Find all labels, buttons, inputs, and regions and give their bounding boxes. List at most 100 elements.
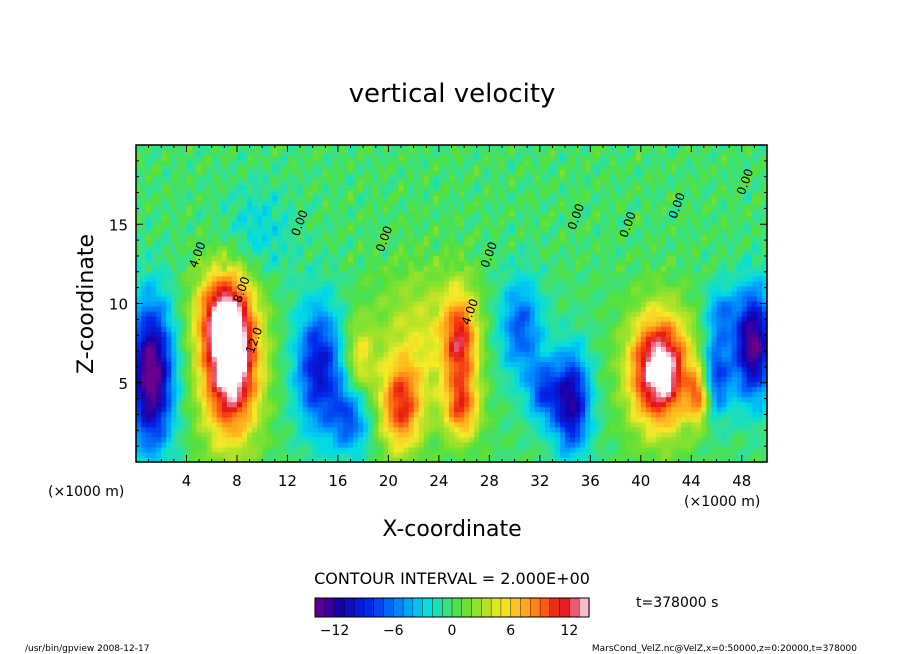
heatmap-cell (302, 175, 309, 181)
heatmap-cell (484, 406, 490, 413)
heatmap-cell (509, 215, 516, 222)
heatmap-cell (151, 245, 157, 252)
heatmap-cell (378, 180, 384, 186)
heatmap-cell (171, 381, 177, 388)
heatmap-cell (448, 155, 455, 161)
heatmap-cell (327, 321, 334, 327)
heatmap-cell (151, 205, 157, 212)
heatmap-cell (242, 431, 248, 438)
heatmap-cell (494, 381, 501, 388)
heatmap-cell (494, 200, 501, 206)
heatmap-cell (156, 426, 162, 433)
heatmap-cell (307, 200, 314, 206)
heatmap-cell (327, 316, 334, 322)
heatmap-cell (509, 290, 516, 297)
heatmap-cell (408, 265, 415, 272)
heatmap-cell (494, 451, 501, 458)
heatmap-cell (529, 225, 536, 232)
heatmap-cell (378, 396, 384, 403)
heatmap-cell (226, 436, 233, 443)
heatmap-cell (469, 225, 475, 232)
heatmap-cell (267, 331, 273, 337)
heatmap-cell (438, 215, 445, 222)
heatmap-cell (327, 185, 334, 191)
heatmap-cell (383, 195, 389, 201)
heatmap-cell (236, 401, 243, 408)
heatmap-cell (267, 311, 273, 317)
heatmap-cell (206, 250, 213, 257)
heatmap-cell (141, 230, 147, 237)
heatmap-cell (504, 381, 511, 388)
heatmap-cell (166, 295, 172, 302)
heatmap-cell (524, 290, 531, 297)
heatmap-cell (494, 371, 501, 378)
heatmap-cell (353, 230, 359, 237)
heatmap-cell (373, 441, 379, 448)
heatmap-cell (408, 215, 415, 222)
heatmap-cell (519, 215, 526, 222)
heatmap-cell (292, 235, 299, 242)
heatmap-cell (166, 311, 172, 317)
heatmap-cell (332, 346, 339, 352)
heatmap-cell (383, 145, 389, 151)
heatmap-cell (388, 406, 395, 413)
heatmap-cell (433, 456, 440, 463)
heatmap-cell (519, 451, 526, 458)
heatmap-cell (277, 285, 283, 292)
heatmap-cell (231, 175, 238, 181)
heatmap-cell (226, 311, 233, 317)
heatmap-cell (176, 235, 183, 242)
heatmap-cell (277, 406, 283, 413)
heatmap-cell (454, 295, 460, 302)
heatmap-cell (287, 285, 294, 292)
heatmap-cell (388, 175, 395, 181)
heatmap-cell (403, 411, 410, 418)
heatmap-cell (383, 225, 389, 232)
heatmap-cell (388, 346, 395, 352)
heatmap-cell (398, 260, 405, 267)
heatmap-cell (514, 376, 521, 383)
heatmap-cell (418, 200, 425, 206)
heatmap-cell (221, 270, 228, 277)
heatmap-cell (262, 446, 268, 453)
heatmap-cell (358, 306, 364, 312)
heatmap-cell (428, 371, 435, 378)
heatmap-cell (297, 396, 304, 403)
heatmap-cell (433, 361, 440, 367)
heatmap-cell (428, 411, 435, 418)
heatmap-cell (342, 295, 349, 302)
heatmap-cell (398, 175, 405, 181)
heatmap-cell (196, 280, 203, 287)
heatmap-cell (443, 411, 450, 418)
heatmap-cell (353, 250, 359, 257)
heatmap-cell (378, 215, 384, 222)
heatmap-cell (363, 366, 369, 373)
heatmap-cell (302, 391, 309, 398)
heatmap-cell (272, 356, 278, 362)
heatmap-cell (292, 295, 299, 302)
heatmap-cell (262, 235, 268, 242)
heatmap-cell (171, 396, 177, 403)
heatmap-cell (191, 321, 198, 327)
heatmap-cell (146, 331, 152, 337)
heatmap-cell (459, 155, 465, 161)
heatmap-cell (342, 346, 349, 352)
heatmap-cell (242, 406, 248, 413)
heatmap-cell (398, 341, 405, 347)
heatmap-cell (322, 316, 329, 322)
heatmap-cell (267, 441, 273, 448)
heatmap-cell (332, 436, 339, 443)
heatmap-cell (423, 426, 430, 433)
heatmap-cell (393, 180, 400, 186)
heatmap-cell (403, 406, 410, 413)
heatmap-cell (413, 210, 420, 217)
heatmap-cell (413, 391, 420, 398)
heatmap-cell (494, 436, 501, 443)
heatmap-cell (186, 341, 193, 347)
heatmap-cell (469, 381, 475, 388)
heatmap-cell (358, 386, 364, 393)
heatmap-cell (353, 235, 359, 242)
heatmap-cell (373, 386, 379, 393)
heatmap-cell (408, 150, 415, 156)
heatmap-cell (479, 421, 485, 428)
